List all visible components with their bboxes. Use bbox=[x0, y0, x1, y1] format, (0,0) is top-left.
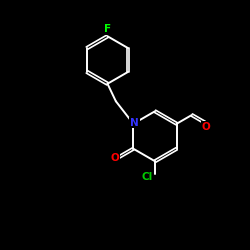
Text: O: O bbox=[110, 153, 119, 163]
Text: F: F bbox=[104, 24, 111, 34]
Text: O: O bbox=[202, 122, 210, 132]
Text: N: N bbox=[130, 118, 139, 128]
Text: Cl: Cl bbox=[142, 172, 153, 182]
